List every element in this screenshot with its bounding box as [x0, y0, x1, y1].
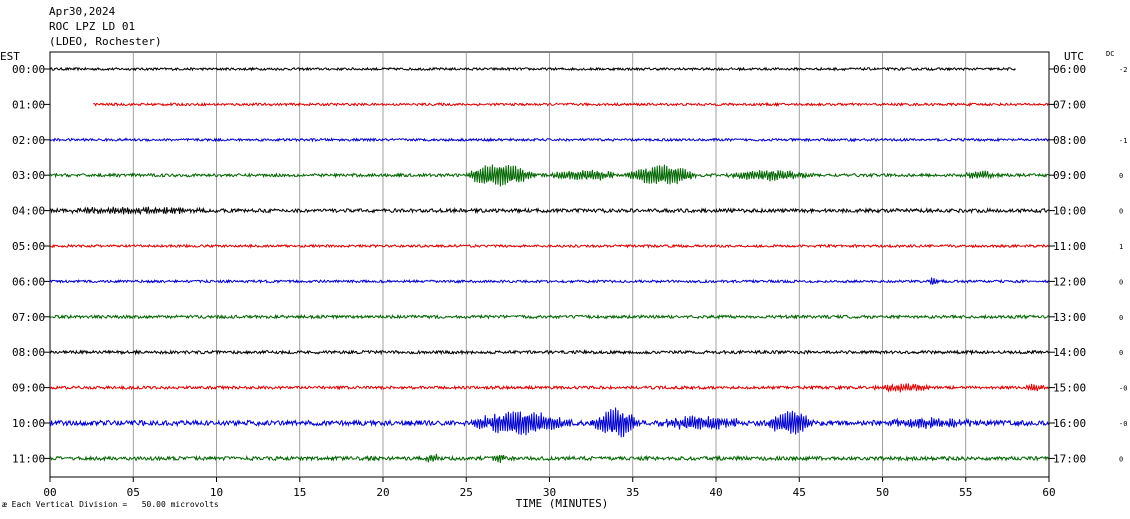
x-tick-label: 35 [626, 486, 639, 499]
utc-hour-label: 08:00 [1053, 134, 1086, 147]
dc-offset-label: -2 [1119, 66, 1127, 74]
est-hour-label: 05:00 [12, 240, 45, 253]
trace-line [49, 164, 1049, 187]
x-tick-label: 20 [376, 486, 389, 499]
dc-offset-label: 0 [1119, 172, 1123, 180]
dc-offset-label: -0 [1119, 385, 1127, 393]
utc-hour-label: 09:00 [1053, 169, 1086, 182]
x-axis-title: TIME (MINUTES) [516, 497, 609, 510]
dc-offset-label: 0 [1119, 278, 1123, 286]
est-hour-label: 09:00 [12, 382, 45, 395]
x-tick-label: 05 [127, 486, 140, 499]
dc-offset-label: 0 [1119, 208, 1123, 216]
utc-hour-label: 16:00 [1053, 417, 1086, 430]
grid [44, 51, 1055, 482]
utc-hour-label: 14:00 [1053, 346, 1086, 359]
utc-hour-label: 12:00 [1053, 275, 1086, 288]
est-hour-label: 02:00 [12, 134, 45, 147]
utc-hour-label: 11:00 [1053, 240, 1086, 253]
utc-hour-label: 07:00 [1053, 98, 1086, 111]
utc-hour-label: 15:00 [1053, 382, 1086, 395]
station-label: ROC LPZ LD 01 [49, 20, 136, 33]
network-label: (LDEO, Rochester) [49, 35, 162, 48]
utc-hour-label: 10:00 [1053, 205, 1086, 218]
x-tick-label: 10 [210, 486, 223, 499]
trace-line [49, 137, 1049, 143]
seismic-traces [49, 66, 1049, 463]
est-axis-label: EST [0, 50, 20, 63]
dc-offset-label: -1 [1119, 137, 1127, 145]
dc-header-label: DC [1106, 50, 1114, 58]
dc-offset-label: 0 [1119, 314, 1123, 322]
utc-hour-label: 17:00 [1053, 452, 1086, 465]
trace-line [49, 206, 1049, 216]
est-hour-label: 07:00 [12, 311, 45, 324]
trace-line [49, 383, 1049, 393]
utc-axis-label: UTC [1064, 50, 1084, 63]
trace-line [93, 101, 1049, 108]
utc-hour-label: 13:00 [1053, 311, 1086, 324]
dc-offset-label: 1 [1119, 243, 1123, 251]
x-tick-label: 60 [1042, 486, 1055, 499]
x-tick-label: 30 [543, 486, 556, 499]
x-tick-label: 25 [460, 486, 473, 499]
trace-line [49, 66, 1016, 72]
est-hour-label: 10:00 [12, 417, 45, 430]
x-tick-label: 15 [293, 486, 306, 499]
dc-offset-label: 0 [1119, 455, 1123, 463]
trace-line [49, 407, 1049, 438]
est-hour-label: 11:00 [12, 452, 45, 465]
est-hour-label: 08:00 [12, 346, 45, 359]
scale-footnote: æ Each Vertical Division = 50.00 microvo… [2, 500, 219, 509]
date-label: Apr30,2024 [49, 5, 116, 18]
trace-line [49, 313, 1049, 320]
footnote-text: Each Vertical Division = 50.00 microvolt… [6, 500, 219, 509]
x-tick-label: 55 [959, 486, 972, 499]
est-hour-label: 03:00 [12, 169, 45, 182]
trace-line [49, 453, 1049, 463]
trace-line [49, 277, 1049, 286]
trace-line [49, 349, 1049, 356]
est-hour-label: 00:00 [12, 63, 45, 76]
est-hour-label: 06:00 [12, 275, 45, 288]
est-hour-label: 01:00 [12, 98, 45, 111]
dc-offset-label: -0 [1119, 420, 1127, 428]
footnote-glyph: æ [2, 500, 7, 509]
utc-hour-label: 06:00 [1053, 63, 1086, 76]
x-tick-label: 45 [793, 486, 806, 499]
x-tick-label: 40 [709, 486, 722, 499]
x-tick-label: 00 [43, 486, 56, 499]
dc-offset-label: 0 [1119, 349, 1123, 357]
est-hour-label: 04:00 [12, 205, 45, 218]
trace-line [49, 243, 1049, 249]
x-tick-label: 50 [876, 486, 889, 499]
